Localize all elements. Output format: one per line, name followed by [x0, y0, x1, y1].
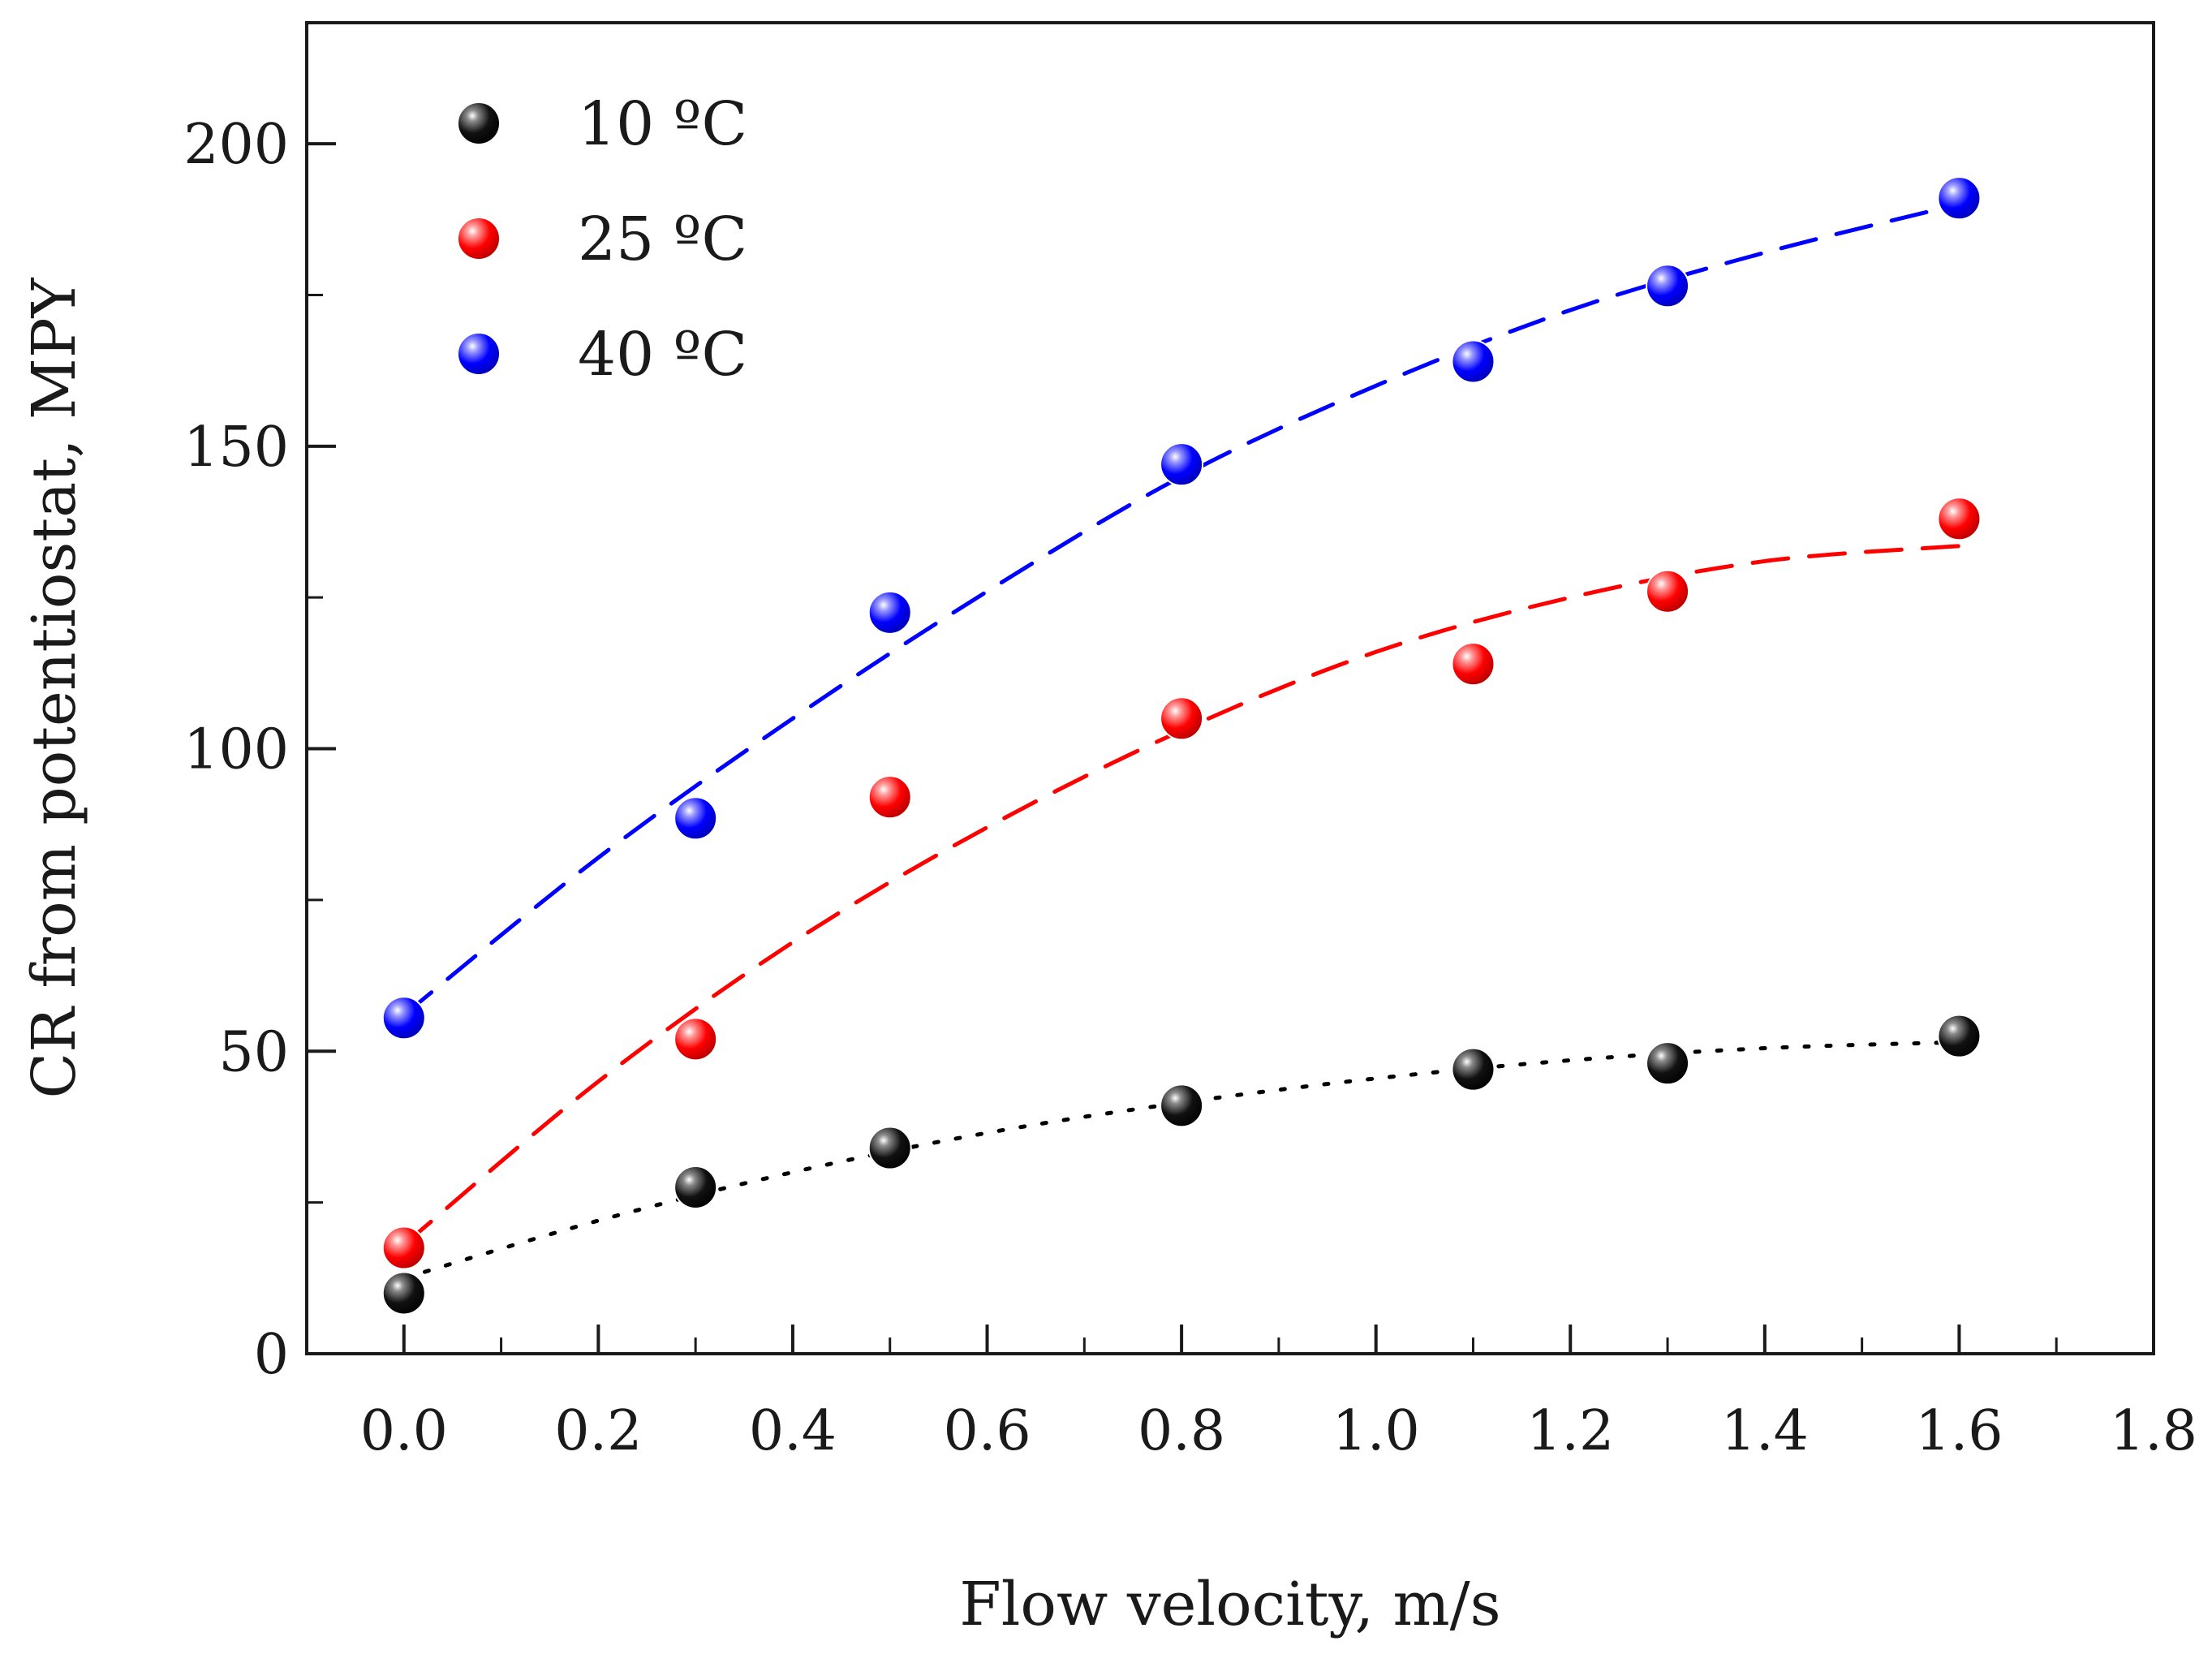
- data-point-40-c: [1451, 339, 1495, 384]
- x-tick-label: 0.4: [749, 1399, 837, 1463]
- legend-label-40-c: 40 ºC: [578, 320, 747, 390]
- data-points: [381, 176, 1982, 1316]
- x-tick-label: 1.8: [2110, 1399, 2197, 1463]
- data-point-25-c: [1160, 696, 1204, 741]
- legend-label-10-c: 10 ºC: [578, 89, 747, 159]
- data-point-25-c: [867, 775, 912, 820]
- data-point-40-c: [1646, 264, 1690, 308]
- data-point-40-c: [673, 796, 718, 841]
- y-tick-label: 0: [254, 1323, 289, 1387]
- data-point-10-c: [1937, 1014, 1982, 1058]
- x-tick-label: 1.0: [1332, 1399, 1420, 1463]
- legend-marker-10-c: [457, 101, 501, 145]
- y-tick-label: 100: [183, 718, 289, 782]
- fit-line-10-c: [402, 1040, 1961, 1281]
- x-tick-label: 0.8: [1138, 1399, 1225, 1463]
- y-tick-label: 50: [218, 1020, 289, 1084]
- legend-marker-25-c: [457, 217, 501, 261]
- data-point-10-c: [381, 1271, 426, 1316]
- data-point-25-c: [1937, 497, 1982, 541]
- legend-marker-40-c: [457, 332, 501, 376]
- data-point-25-c: [673, 1017, 718, 1062]
- y-tick-label: 150: [183, 416, 289, 480]
- y-axis-title: CR from potentiostat, MPY: [19, 277, 89, 1098]
- x-axis-ticks: 0.0 0.2 0.4 0.6 0.8 1.0 1.2 1.4 1.6 1.8: [305, 1325, 2197, 1463]
- data-point-40-c: [381, 996, 426, 1040]
- fit-line-25-c: [402, 544, 1961, 1247]
- plot-frame: [305, 21, 2155, 1355]
- data-point-40-c: [1160, 442, 1204, 487]
- y-axis-ticks: 0 50 100 150 200: [183, 113, 336, 1387]
- x-tick-label: 1.2: [1526, 1399, 1614, 1463]
- legend: 10 ºC 25 ºC 40 ºC: [457, 89, 747, 390]
- data-point-10-c: [673, 1165, 718, 1209]
- x-axis-title: Flow velocity, m/s: [959, 1570, 1500, 1639]
- data-point-10-c: [1160, 1083, 1204, 1128]
- data-point-40-c: [867, 590, 912, 635]
- x-tick-label: 0.6: [943, 1399, 1031, 1463]
- x-tick-label: 1.6: [1915, 1399, 2003, 1463]
- legend-label-25-c: 25 ºC: [578, 205, 747, 274]
- data-point-25-c: [1646, 569, 1690, 614]
- data-point-10-c: [1646, 1041, 1690, 1086]
- data-point-25-c: [381, 1225, 426, 1270]
- y-tick-label: 200: [183, 113, 289, 177]
- data-point-25-c: [1451, 642, 1495, 687]
- x-tick-label: 0.0: [360, 1399, 448, 1463]
- data-point-40-c: [1937, 176, 1982, 221]
- x-tick-label: 0.2: [554, 1399, 642, 1463]
- data-point-10-c: [1451, 1047, 1495, 1092]
- x-tick-label: 1.4: [1721, 1399, 1809, 1463]
- data-point-10-c: [867, 1126, 912, 1170]
